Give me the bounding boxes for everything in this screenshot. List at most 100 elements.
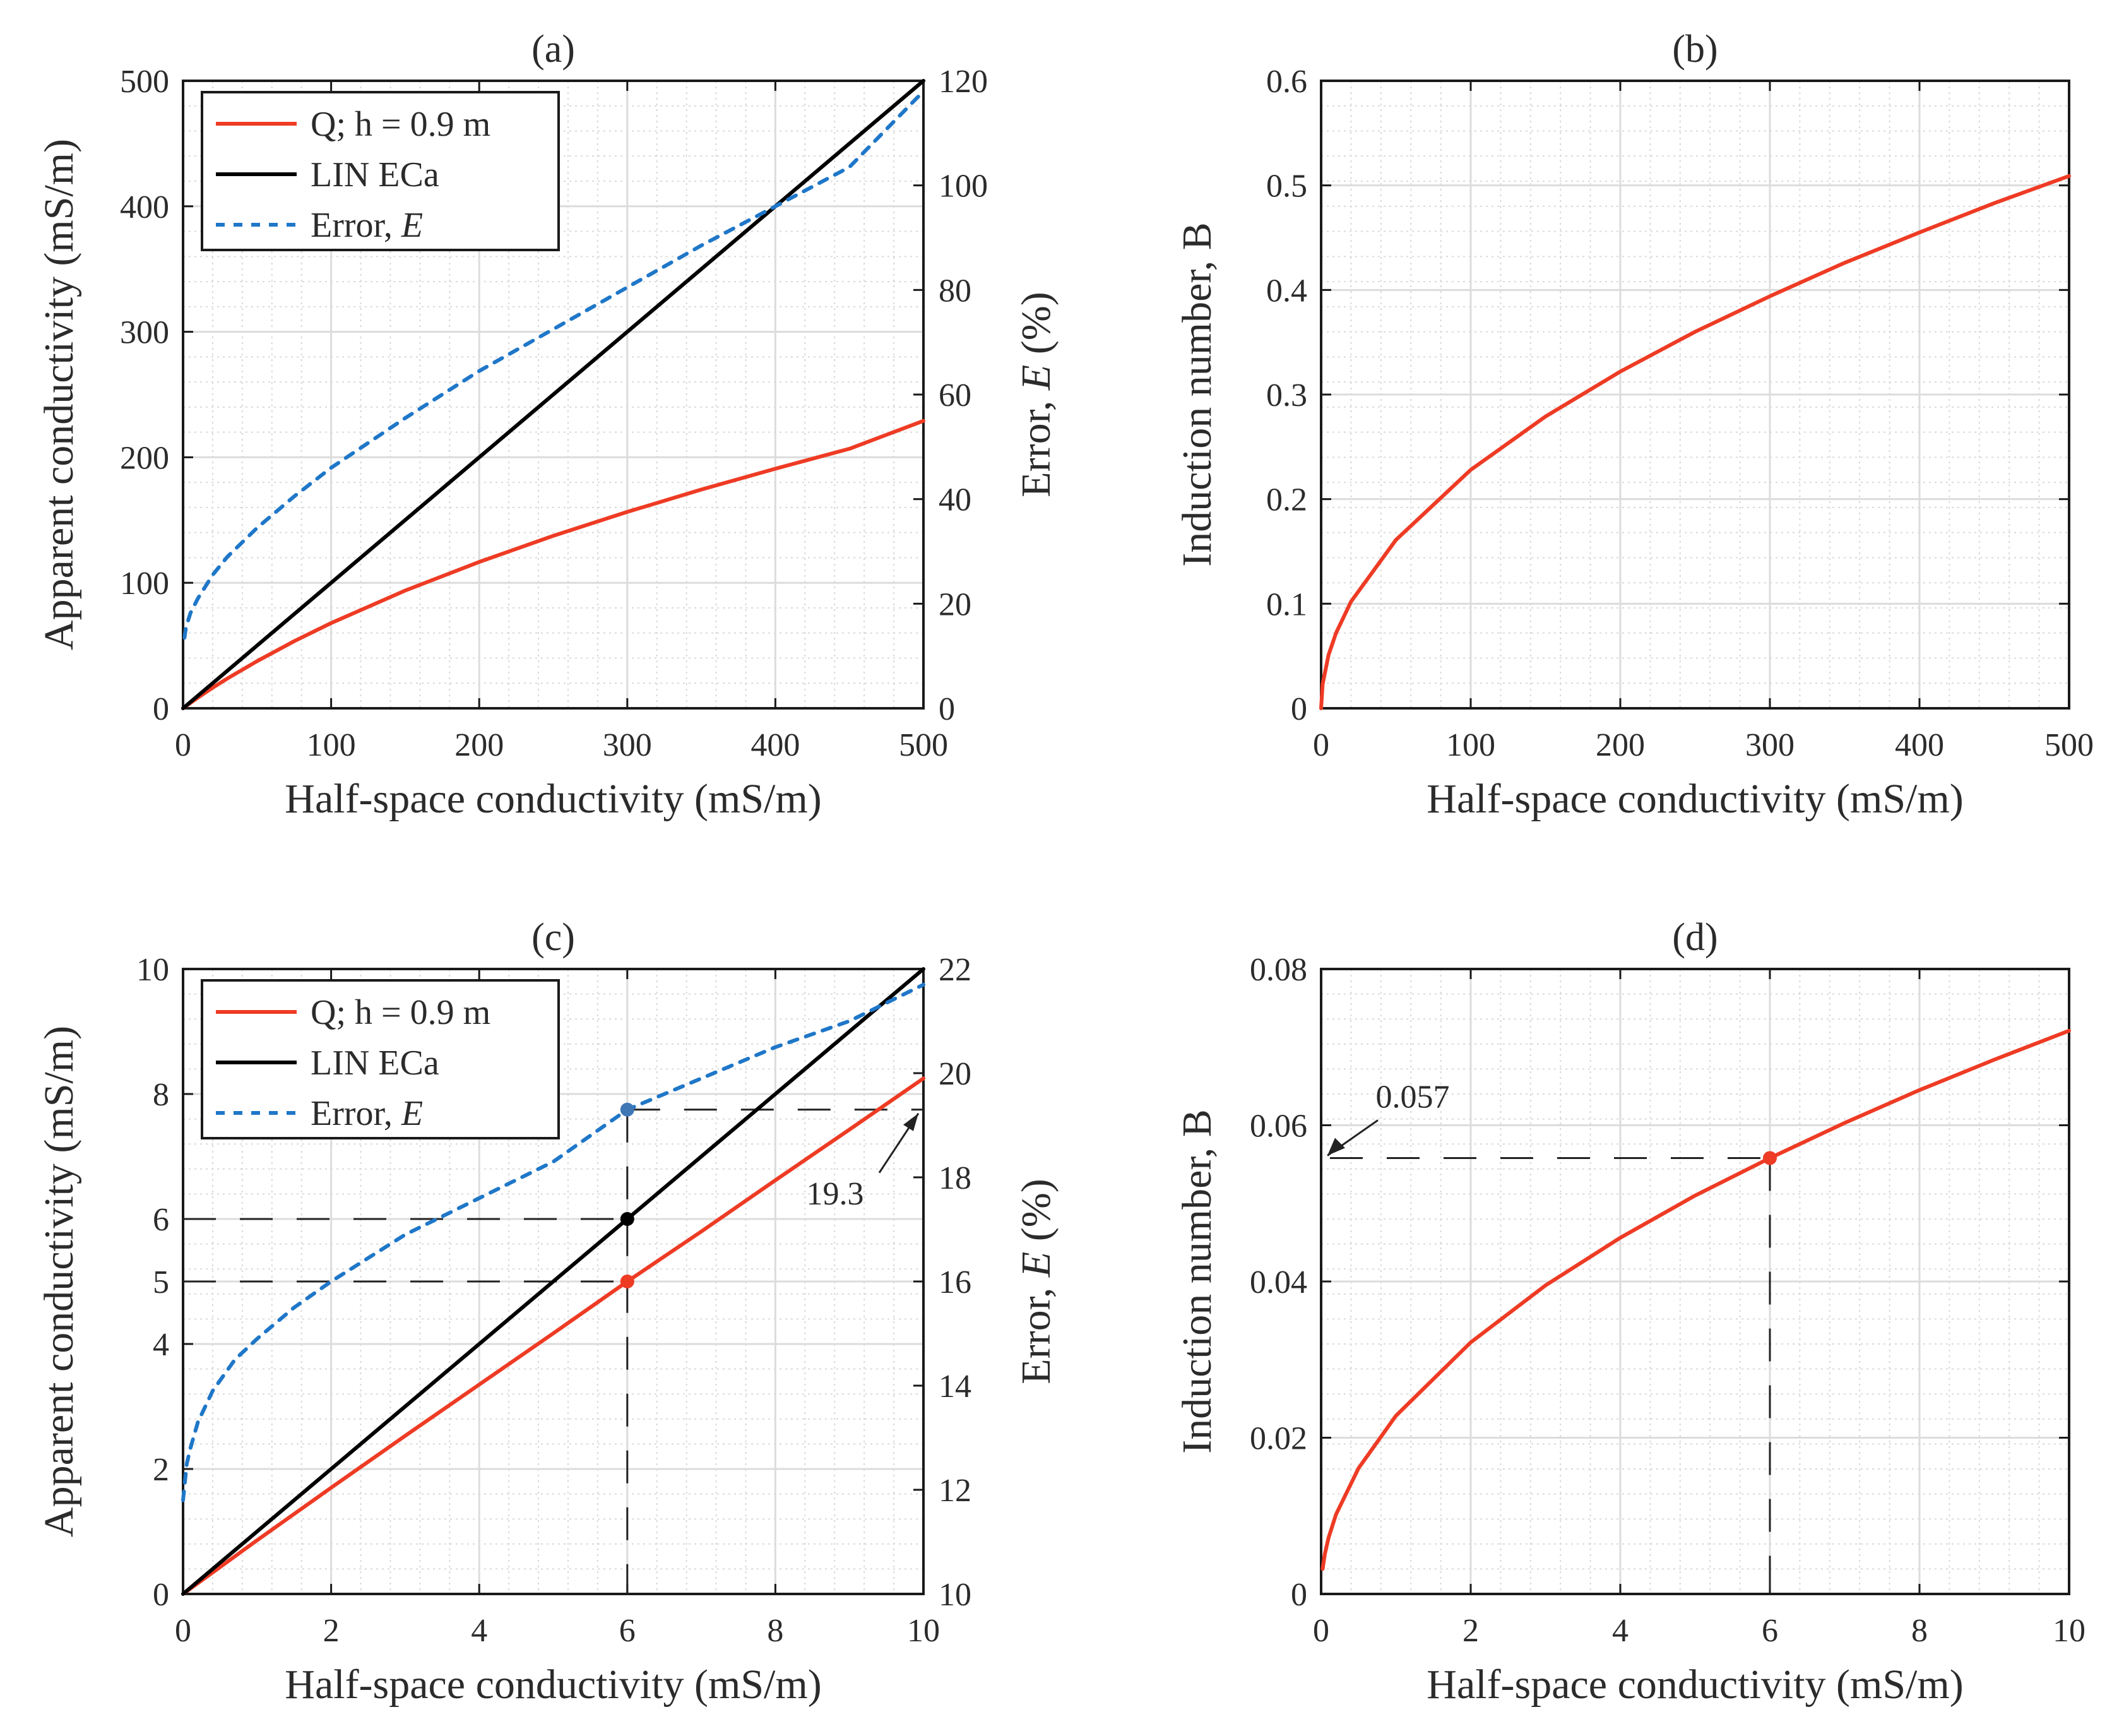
legend-label: Q; h = 0.9 m: [311, 105, 490, 144]
legend-label: LIN ECa: [311, 1043, 439, 1083]
x-axis-label: Half-space conductivity (mS/m): [1427, 1662, 1963, 1708]
x-tick-label: 0: [1313, 727, 1329, 763]
y-tick-label: 0: [153, 691, 169, 727]
y-tick-label: 0: [153, 1577, 169, 1613]
annotation-label: 0.057: [1376, 1079, 1450, 1115]
panel-title: (c): [531, 916, 575, 959]
y-tick-label: 500: [120, 64, 169, 100]
panel-title: (b): [1672, 28, 1717, 71]
x-axis-label: Half-space conductivity (mS/m): [285, 776, 821, 822]
legend-label-text: Error,: [311, 1094, 401, 1133]
x-axis-label: Half-space conductivity (mS/m): [285, 1662, 821, 1708]
y2-label-var: E: [1013, 365, 1059, 391]
y-tick-label: 10: [136, 952, 169, 988]
x-tick-label: 0: [1313, 1613, 1329, 1649]
x-tick-label: 300: [603, 727, 652, 763]
series-lin-eca: [181, 79, 925, 710]
y-tick-label: 6: [153, 1202, 169, 1238]
series-q-h-0-9-m: [181, 1076, 925, 1596]
y-tick-label: 0.08: [1250, 952, 1307, 988]
legend-label: Q; h = 0.9 m: [311, 993, 490, 1032]
y-tick-label: 0.04: [1250, 1264, 1307, 1300]
series-q-h-0-9-m: [181, 419, 925, 710]
x-tick-label: 400: [750, 727, 800, 763]
y-tick-label: 0.3: [1266, 378, 1307, 413]
annotation-arrowhead: [903, 1113, 918, 1131]
y-tick-label: 0.02: [1250, 1421, 1307, 1457]
series-error-e: [182, 89, 925, 640]
y2-axis-label: Error, E (%): [1013, 292, 1059, 497]
data-point-marker: [620, 1102, 634, 1117]
x-tick-label: 6: [1762, 1613, 1778, 1649]
annotation-arrowhead: [1327, 1138, 1345, 1156]
y-axis-label: Apparent conductivity (mS/m): [36, 1026, 82, 1537]
y-tick-label: 0: [1291, 691, 1307, 727]
legend-label-text: Error,: [311, 206, 401, 245]
y-tick-label: 0.2: [1266, 482, 1307, 518]
x-tick-label: 400: [1895, 727, 1944, 763]
y-tick-label: 200: [120, 440, 169, 476]
y-tick-label: 5: [153, 1264, 169, 1300]
y2-tick-label: 14: [939, 1369, 971, 1405]
x-tick-label: 10: [907, 1613, 940, 1649]
x-tick-label: 4: [1612, 1613, 1628, 1649]
y-tick-label: 100: [120, 566, 169, 602]
data-point-marker: [1763, 1151, 1777, 1165]
y-tick-label: 8: [153, 1077, 169, 1113]
y-axis-label: Apparent conductivity (mS/m): [36, 139, 82, 650]
panel-title: (d): [1672, 916, 1717, 959]
data-point-marker: [620, 1212, 634, 1226]
legend-label: LIN ECa: [311, 155, 439, 194]
y2-label-suffix: (%): [1013, 292, 1059, 364]
legend-label: Error, E: [311, 206, 423, 245]
x-tick-label: 200: [1596, 727, 1645, 763]
x-axis-label: Half-space conductivity (mS/m): [1427, 776, 1963, 822]
y2-tick-label: 18: [939, 1160, 971, 1196]
y2-tick-label: 80: [939, 273, 971, 309]
y-tick-label: 0: [1291, 1577, 1307, 1613]
data-point-marker: [620, 1275, 634, 1288]
y2-tick-label: 20: [939, 1056, 971, 1092]
x-tick-label: 4: [471, 1613, 487, 1649]
legend-box: [201, 91, 560, 251]
x-tick-label: 2: [323, 1613, 340, 1649]
x-tick-label: 8: [1911, 1613, 1928, 1649]
panel-d-chart: 0 2 4 6 8 10 0 0.02 0.04 0.06 0.08 (d) Half-space co…: [1174, 916, 2085, 1708]
y2-tick-label: 22: [939, 952, 971, 988]
y2-tick-label: 0: [939, 691, 955, 727]
y2-tick-label: 10: [939, 1577, 971, 1613]
x-tick-label: 0: [175, 727, 191, 763]
legend-label: Error, E: [311, 1094, 423, 1133]
panel-b-chart: 0 100 200 300 400 500 0 0.1 0.2 0.3 0.4 0.5 0.6 (b) Ha…: [1174, 28, 2094, 822]
legend-box: [201, 979, 560, 1139]
y-tick-label: 0.4: [1266, 273, 1307, 309]
x-tick-label: 8: [767, 1613, 783, 1649]
legend-label-var: E: [401, 1094, 423, 1133]
x-tick-label: 100: [307, 727, 356, 763]
y-tick-label: 0.5: [1266, 169, 1307, 205]
panel-c-chart: 0 2 4 6 8 100245681010121416182022(c)Half-spa…: [36, 916, 1059, 1708]
y2-tick-label: 40: [939, 482, 971, 518]
x-tick-label: 10: [2053, 1613, 2085, 1649]
y-tick-label: 2: [153, 1452, 169, 1488]
series-error-e: [181, 982, 925, 1502]
x-tick-label: 300: [1745, 727, 1795, 763]
x-tick-label: 200: [454, 727, 504, 763]
series-induction-number: [1319, 174, 2071, 710]
y2-axis-label: Error, E (%): [1013, 1179, 1059, 1384]
y2-tick-label: 12: [939, 1473, 971, 1509]
y-tick-label: 300: [120, 315, 169, 351]
x-tick-label: 6: [619, 1613, 636, 1649]
x-tick-label: 100: [1446, 727, 1495, 763]
series-induction-number: [1320, 1028, 2071, 1571]
y2-tick-label: 100: [939, 169, 988, 205]
y-tick-label: 0.06: [1250, 1109, 1307, 1144]
x-tick-label: 0: [175, 1613, 191, 1649]
y-tick-label: 400: [120, 189, 169, 225]
y-tick-label: 0.6: [1266, 64, 1307, 100]
y2-label-prefix: Error,: [1013, 1277, 1059, 1384]
y-tick-label: 0.1: [1266, 586, 1307, 622]
x-tick-label: 500: [2044, 727, 2094, 763]
y2-label-suffix: (%): [1013, 1179, 1059, 1251]
series-lin-eca: [181, 967, 925, 1596]
